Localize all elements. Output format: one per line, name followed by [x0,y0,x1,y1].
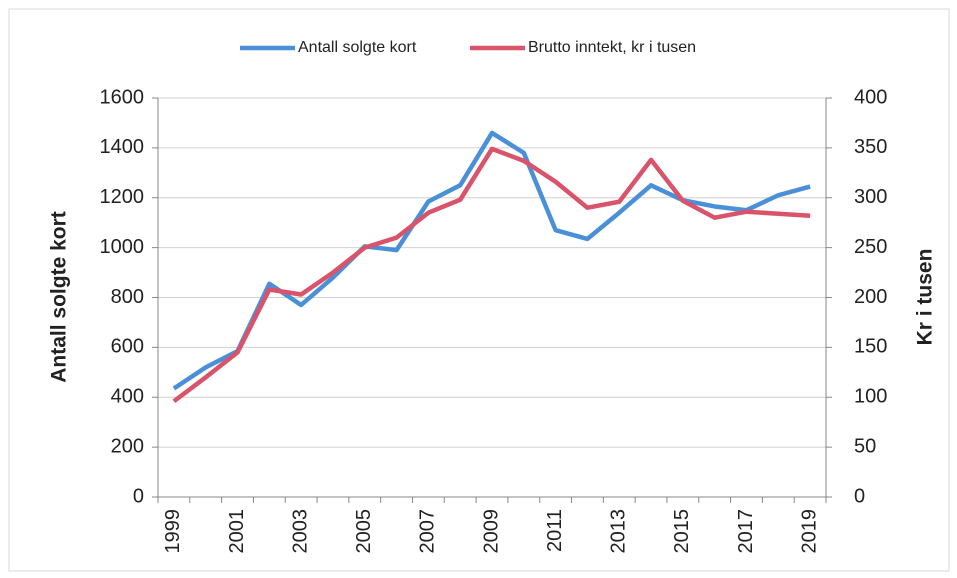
y-tick-label: 800 [111,286,144,308]
y-tick-label: 400 [111,386,144,408]
series-line [172,146,811,404]
x-tick-label: 2009 [480,509,502,554]
x-tick-label: 2005 [353,509,375,554]
y2-tick-label: 400 [854,86,887,108]
y2-tick-label: 0 [854,485,865,507]
y-tick-label: 600 [111,336,144,358]
y2-tick-label: 250 [854,236,887,258]
y2-tick-label: 100 [854,386,887,408]
y-tick-label: 1000 [100,236,145,258]
legend-label: Antall solgte kort [298,39,417,56]
y2-tick-label: 50 [854,435,876,457]
y-tick-label: 1600 [100,86,145,108]
chart-border [8,8,950,572]
x-tick-label: 2013 [608,509,630,554]
y-tick-label: 0 [133,485,144,507]
y2-tick-label: 150 [854,336,887,358]
x-tick-label: 2007 [417,509,439,554]
y-tick-label: 1200 [100,186,145,208]
y-axis-title: Antall solgte kort [48,211,71,383]
x-tick-label: 2001 [226,509,248,554]
y2-tick-label: 350 [854,136,887,158]
y2-axis-title: Kr i tusen [914,249,937,346]
y2-tick-label: 200 [854,286,887,308]
x-tick-label: 2011 [544,509,566,552]
x-tick-label: 2003 [289,509,311,554]
x-tick-label: 2015 [671,509,693,554]
y2-tick-label: 300 [854,186,887,208]
y-tick-label: 1400 [100,136,145,158]
x-tick-label: 2017 [735,509,757,554]
legend-label: Brutto inntekt, kr i tusen [528,39,696,56]
x-tick-label: 1999 [162,509,184,554]
x-tick-label: 2019 [798,509,820,554]
y-tick-label: 200 [111,435,144,457]
